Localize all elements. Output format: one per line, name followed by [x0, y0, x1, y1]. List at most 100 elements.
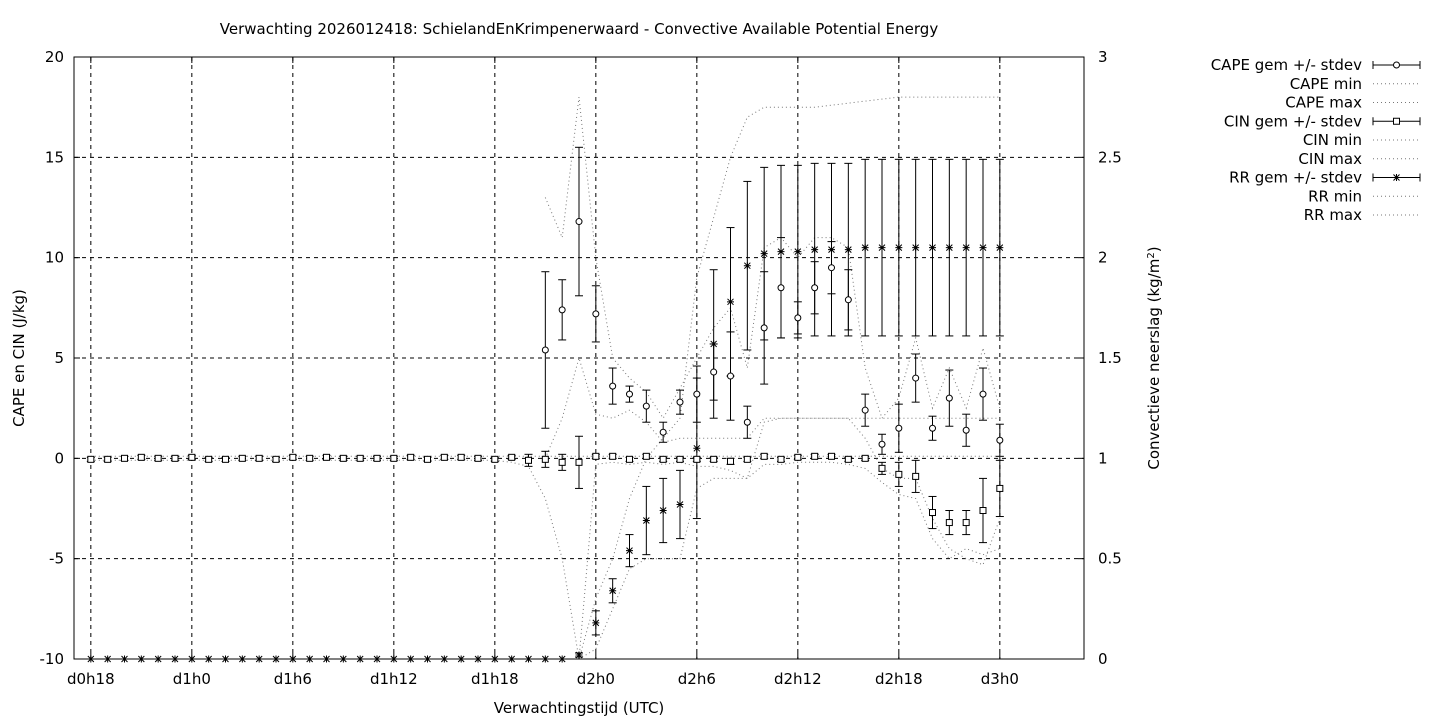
- cin-gem-stdev-point: [188, 453, 196, 461]
- cin-gem-stdev-point: [457, 453, 465, 461]
- cape-gem-stdev-point: [811, 284, 819, 292]
- rr-gem-stdev-point: [659, 507, 667, 515]
- rr-gem-stdev-point: [693, 444, 701, 452]
- rr-gem-stdev-point: [626, 547, 633, 555]
- rr-gem-stdev-point: [895, 244, 903, 252]
- axes: d0h18 d1h0 d1h6 d1h12 d1h18 d2h0 d2h6 d2h12 d2h1…: [40, 48, 1122, 688]
- y-tick-label: 15: [45, 148, 64, 166]
- cin-gem-stdev-point: [171, 454, 179, 462]
- cin-gem-stdev-point: [929, 509, 936, 517]
- cin-gem-stdev-point: [407, 453, 415, 461]
- legend-marker: [1393, 174, 1400, 181]
- cin-gem-stdev-point: [760, 452, 768, 460]
- cape-gem-stdev-point: [794, 314, 802, 322]
- y2-tick-label: 1.5: [1098, 349, 1122, 367]
- cin-gem-stdev-point: [222, 455, 229, 463]
- cin-gem-stdev-point: [508, 453, 516, 461]
- legend-label: RR max: [1304, 206, 1362, 224]
- cin-gem-stdev-point: [592, 452, 600, 460]
- cin-gem-stdev-point: [440, 453, 448, 461]
- cin-gem-stdev-point: [289, 453, 297, 461]
- cin-gem-stdev-point: [373, 454, 381, 462]
- cin-gem-stdev-point: [895, 470, 903, 478]
- cape-gem-stdev-point: [996, 436, 1004, 444]
- cin-gem-stdev-point: [727, 457, 734, 465]
- rr-gem-stdev-point: [777, 248, 785, 256]
- rr-gem-stdev-point: [760, 250, 768, 258]
- rr-gem-stdev-point: [979, 244, 987, 252]
- cin-gem-stdev-point: [996, 484, 1004, 492]
- cin-gem-stdev-point: [525, 456, 532, 464]
- cin-gem-stdev-point: [154, 454, 162, 462]
- cape-gem-stdev-point: [929, 424, 936, 432]
- y2-tick-label: 2.5: [1098, 148, 1122, 166]
- y2-tick-label: 1: [1098, 449, 1108, 467]
- legend-label: CAPE max: [1285, 94, 1362, 112]
- cin-min-line: [90, 459, 1000, 660]
- cape-gem-stdev-point: [659, 428, 667, 436]
- cape-gem-stdev-point: [676, 398, 684, 406]
- cin-gem-stdev-point: [424, 455, 431, 463]
- cin-gem-stdev-point: [87, 455, 95, 463]
- legend-marker: [1393, 61, 1400, 69]
- y2-tick-label: 3: [1098, 48, 1108, 66]
- cin-gem-stdev-point: [575, 458, 583, 466]
- cin-gem-stdev-point: [676, 455, 684, 463]
- rr-gem-stdev-point: [828, 246, 835, 254]
- cape-gem-stdev-point: [592, 310, 600, 318]
- cape-gem-stdev-point: [777, 284, 785, 292]
- chart-title: Verwachting 2026012418: SchielandEnKrimp…: [220, 20, 939, 38]
- cape-gem-stdev-point: [828, 264, 835, 272]
- cin-gem-stdev-point: [979, 507, 987, 515]
- error-bars: [86, 146, 1004, 658]
- legend-label: CAPE min: [1290, 75, 1362, 93]
- cape-gem-stdev-point: [979, 390, 987, 398]
- y-axis-label: CAPE en CIN (J/kg): [10, 289, 28, 427]
- rr-gem-stdev-point: [642, 517, 650, 525]
- cape-gem-stdev-point: [962, 426, 970, 434]
- cin-gem-stdev-point: [474, 454, 482, 462]
- cape-gem-stdev-point: [609, 382, 617, 390]
- y-tick-label: 0: [54, 449, 64, 467]
- y-tick-label: 20: [45, 48, 64, 66]
- x-tick-label: d1h0: [173, 670, 211, 688]
- cin-gem-stdev-point: [642, 452, 650, 460]
- y2-tick-label: 2: [1098, 249, 1108, 267]
- cape-gem-stdev-point: [945, 394, 953, 402]
- cin-gem-stdev-point: [609, 452, 617, 460]
- cin-gem-stdev-point: [121, 454, 128, 462]
- y-tick-label: -5: [49, 550, 64, 568]
- cape-gem-stdev-point: [710, 368, 718, 376]
- cin-gem-stdev-point: [962, 519, 970, 527]
- legend-label: RR gem +/- stdev: [1229, 169, 1362, 187]
- cin-gem-stdev-point: [390, 454, 398, 462]
- cin-gem-stdev-point: [844, 455, 852, 463]
- rr-gem-stdev-point: [609, 587, 617, 595]
- cape-gem-stdev-point: [642, 402, 650, 410]
- cin-gem-stdev-point: [205, 455, 213, 463]
- y-tick-label: 5: [54, 349, 64, 367]
- cin-gem-stdev-point: [491, 455, 499, 463]
- x-tick-label: d1h6: [274, 670, 312, 688]
- cin-gem-stdev-point: [777, 455, 785, 463]
- cin-gem-stdev-point: [811, 452, 819, 460]
- cape-max-line: [544, 97, 1001, 420]
- cape-gem-stdev-point: [743, 418, 751, 426]
- cape-gem-stdev-point: [878, 440, 886, 448]
- y2-axis-label-sup: 2: [1146, 252, 1157, 258]
- cin-gem-stdev-point: [828, 452, 835, 460]
- rr-gem-stdev-point: [811, 246, 819, 254]
- rr-gem-stdev-point: [878, 244, 886, 252]
- cin-gem-stdev-point: [558, 458, 566, 466]
- rr-gem-stdev-point: [962, 244, 970, 252]
- rr-gem-stdev-point: [912, 244, 920, 252]
- rr-gem-stdev-point: [743, 262, 751, 270]
- cin-gem-stdev-point: [541, 455, 549, 463]
- dotted-range-lines: [90, 96, 1001, 660]
- x-tick-label: d2h18: [875, 670, 923, 688]
- cin-gem-stdev-point: [356, 454, 364, 462]
- cin-gem-stdev-point: [104, 455, 112, 463]
